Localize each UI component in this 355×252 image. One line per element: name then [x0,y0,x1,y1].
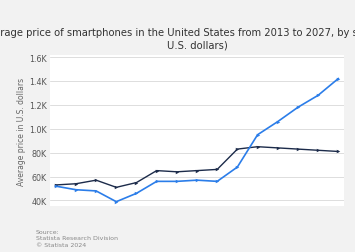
Text: Source:
Statista Research Division
© Statista 2024: Source: Statista Research Division © Sta… [36,229,118,247]
Y-axis label: Average price in U.S. dollars: Average price in U.S. dollars [17,77,26,185]
Title: Average price of smartphones in the United States from 2013 to 2027, by segment : Average price of smartphones in the Unit… [0,27,355,50]
